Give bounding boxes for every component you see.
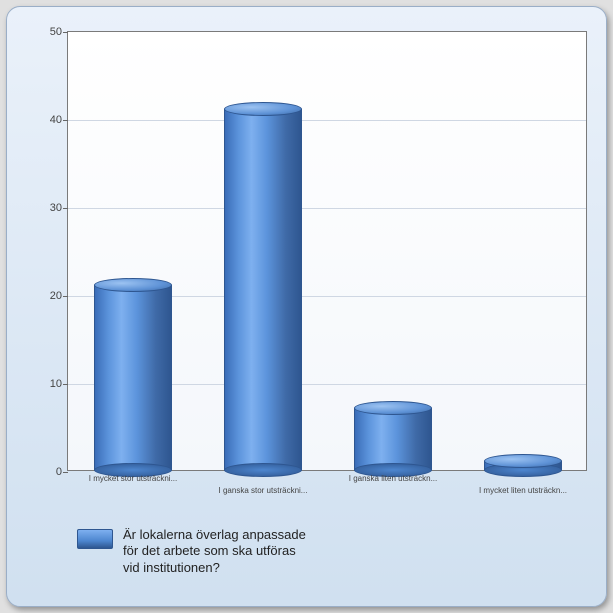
ytick-label: 40 [50,114,62,126]
xtick-label: I mycket stor utsträckni... [89,474,177,483]
ytick-mark [63,32,68,33]
legend: Är lokalerna överlag anpassade för det a… [77,527,306,576]
bar [224,109,302,470]
bar [484,461,562,470]
xtick-label: I mycket liten utsträckn... [479,486,567,495]
ytick-mark [63,296,68,297]
bar-body [94,285,172,470]
ytick-mark [63,120,68,121]
bar-body [354,408,432,470]
bar [94,285,172,470]
bar [354,408,432,470]
ytick-label: 0 [56,466,62,478]
gridline [68,120,586,121]
ytick-mark [63,384,68,385]
outer-container: 0 10 20 30 40 50 I mycket stor utsträckni... I … [0,0,613,613]
xtick-label: I ganska liten utsträckn... [349,474,438,483]
ytick-label: 30 [50,202,62,214]
ytick-label: 10 [50,378,62,390]
legend-swatch [77,529,113,549]
plot-area: 01020304050I mycket stor utsträckni...I … [67,31,587,471]
legend-text: Är lokalerna överlag anpassade för det a… [123,527,306,576]
bar-body [224,109,302,470]
bar-bottom-ellipse [224,463,302,477]
ytick-mark [63,208,68,209]
gridline [68,208,586,209]
xtick-label: I ganska stor utsträckni... [219,486,308,495]
ytick-label: 50 [50,26,62,38]
ytick-label: 20 [50,290,62,302]
ytick-mark [63,472,68,473]
chart-panel: 0 10 20 30 40 50 I mycket stor utsträckni... I … [6,6,607,607]
